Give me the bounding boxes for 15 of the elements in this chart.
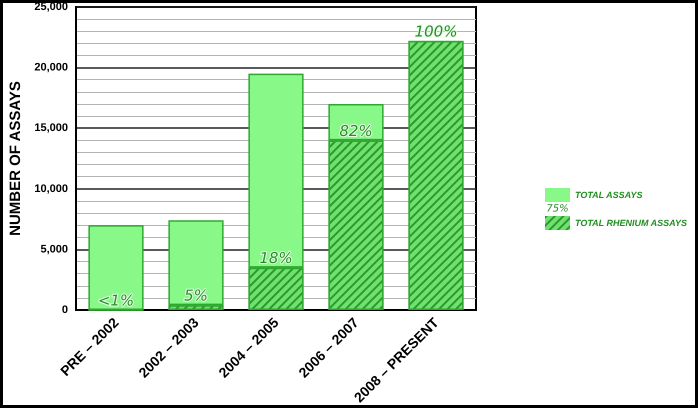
annotation: <1% — [98, 292, 134, 310]
annotation: 5% — [184, 286, 208, 305]
y-tick-label: 10,000 — [34, 182, 68, 195]
y-tick-label: 5,000 — [40, 243, 68, 256]
y-tick-label: 0 — [62, 304, 68, 316]
text: 75% — [546, 204, 569, 214]
annotation: 18% — [259, 249, 293, 268]
y-tick-label: 20,000 — [34, 62, 68, 74]
legend-label: TOTAL ASSAYS — [575, 190, 643, 200]
legend-label: TOTAL RHENIUM ASSAYS — [575, 218, 688, 228]
bar — [88, 225, 144, 310]
y-tick-label: 15,000 — [34, 122, 68, 134]
annotation: 82% — [339, 122, 373, 140]
annotation: 100% — [414, 22, 458, 40]
y-axis-title: NUMBER OF ASSAYS — [7, 81, 24, 236]
